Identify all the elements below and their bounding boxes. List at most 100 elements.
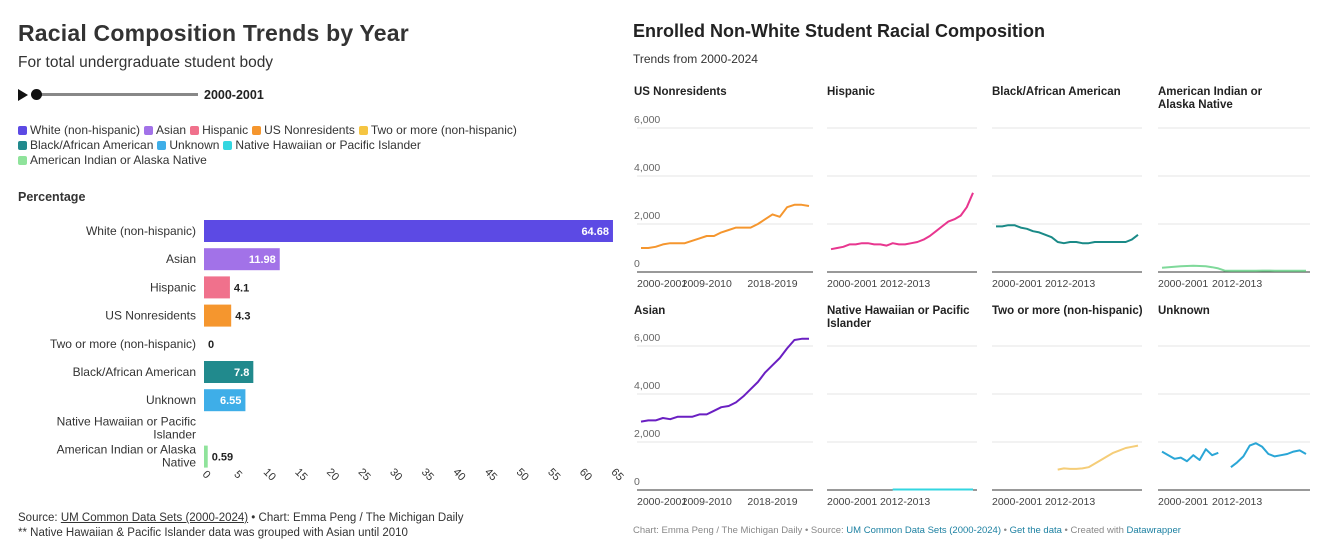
panel-title-line: US Nonresidents: [634, 86, 727, 98]
x-tick-label: 2012-2013: [1212, 278, 1262, 290]
line-asian: [640, 337, 809, 423]
legend-item[interactable]: White (non-hispanic): [18, 123, 140, 138]
bar-chart: White (non-hispanic) 64.68 Asian 11.98 Hispa…: [50, 220, 626, 483]
category-label: Black/African American: [73, 365, 196, 379]
bar-us-nonresidents: [204, 304, 232, 327]
x-tick-label: 10: [261, 466, 278, 483]
panel-title-line: Islander: [827, 318, 872, 330]
legend-item[interactable]: Native Hawaiian or Pacific Islander: [223, 138, 421, 153]
line-unknown: [1161, 442, 1307, 468]
bar-american-indian-or-alaska-native: [204, 445, 208, 468]
category-label-line: Islander: [153, 427, 196, 441]
y-tick-label: 4,000: [634, 162, 660, 174]
panel-title-line: Hispanic: [827, 86, 876, 98]
x-tick-label: 2000-2001: [992, 278, 1042, 290]
legend-swatch: [358, 126, 368, 135]
panel-title-line: Asian: [634, 305, 665, 317]
y-tick-label: 4,000: [634, 380, 660, 392]
x-tick-label: 35: [419, 466, 436, 483]
x-tick-label: 55: [545, 466, 562, 483]
category-label: White (non-hispanic): [86, 224, 196, 238]
x-tick-label: 2009-2010: [682, 496, 732, 508]
x-tick-label: 2012-2013: [880, 496, 930, 508]
legend-swatch: [223, 141, 233, 150]
small-multiples-title: Enrolled Non-White Student Racial Compos…: [633, 21, 1045, 41]
panel-title-line: Alaska Native: [1158, 99, 1233, 111]
panel-title: US Nonresidents: [634, 86, 727, 98]
category-label: Native Hawaiian or Pacific Islander: [57, 414, 196, 441]
legend-item[interactable]: Black/African American: [18, 138, 153, 153]
legend-item[interactable]: Unknown: [157, 138, 219, 153]
category-label-line: Native Hawaiian or Pacific: [57, 414, 196, 428]
panel-title: American Indian or Alaska Native: [1158, 86, 1263, 111]
legend-item[interactable]: American Indian or Alaska Native: [18, 153, 207, 168]
x-tick-label: 15: [292, 466, 309, 483]
legend-item[interactable]: Hispanic: [190, 123, 248, 138]
x-tick-label: 40: [450, 466, 467, 483]
datawrapper-link[interactable]: Datawrapper: [1126, 525, 1181, 536]
data-label: 11.98: [249, 254, 276, 266]
legend-swatch: [18, 156, 27, 165]
legend-swatch: [190, 126, 200, 135]
x-tick-label: 20: [324, 466, 341, 483]
legend-row: American Indian or Alaska Native: [18, 153, 578, 169]
legend-label: Two or more (non-hispanic): [370, 123, 517, 137]
legend-swatch: [18, 141, 27, 150]
page-subtitle: For total undergraduate student body: [18, 54, 274, 71]
axis-title: Percentage: [18, 190, 86, 204]
panel-title-line: Native Hawaiian or Pacific: [827, 305, 970, 317]
legend-label: US Nonresidents: [264, 123, 355, 137]
bar-white-non-hispanic: [204, 220, 613, 242]
data-label: 64.68: [581, 226, 609, 238]
play-icon[interactable]: [18, 89, 28, 101]
legend-label: Unknown: [169, 138, 220, 152]
x-tick-label: 30: [387, 466, 404, 483]
x-tick-label: 2012-2013: [880, 278, 930, 290]
bar-asian: [204, 248, 280, 271]
category-label-line: Native: [162, 456, 196, 470]
legend-swatch: [252, 126, 262, 135]
line-hispanic: [830, 192, 974, 251]
category-label: American Indian or Alaska Native: [57, 443, 197, 470]
data-label: 7.8: [234, 367, 249, 379]
legend-label: White (non-hispanic): [30, 123, 141, 137]
legend-label: Black/African American: [30, 138, 154, 152]
panel-title-line: Unknown: [1158, 305, 1210, 317]
x-tick-label: 2000-2001: [992, 496, 1042, 508]
panel-title: Two or more (non-hispanic): [992, 305, 1143, 317]
year-slider-thumb[interactable]: [31, 89, 42, 100]
y-tick-label: 2,000: [634, 428, 660, 440]
panel-title: Asian: [634, 305, 665, 317]
x-tick-label: 5: [231, 468, 244, 481]
footer-source-link[interactable]: UM Common Data Sets (2000-2024): [846, 525, 1002, 536]
panel-title: Unknown: [1158, 305, 1210, 317]
data-label: 4.3: [235, 311, 250, 323]
y-tick-label: 6,000: [634, 332, 660, 344]
x-tick-label: 2009-2010: [682, 278, 732, 290]
x-tick-label: 2000-2001: [637, 278, 687, 290]
x-tick-label: 2000-2001: [827, 496, 877, 508]
source-link[interactable]: UM Common Data Sets (2000-2024): [60, 512, 249, 524]
panel-title-line: Black/African American: [992, 86, 1121, 98]
panel-title-line: Two or more (non-hispanic): [992, 305, 1143, 317]
legend-label: American Indian or Alaska Native: [30, 153, 207, 167]
x-tick-label: 25: [356, 466, 373, 483]
x-tick-label: 2012-2013: [1045, 278, 1095, 290]
get-data-link[interactable]: Get the data: [1009, 525, 1062, 536]
year-slider-track[interactable]: [33, 93, 198, 96]
legend-swatch: [157, 141, 167, 150]
line-two-or-more-non-hispanic: [1057, 444, 1139, 471]
legend-label: Asian: [156, 123, 187, 137]
legend-item[interactable]: US Nonresidents: [252, 123, 355, 138]
bar-unknown: [204, 389, 246, 412]
legend-row: White (non-hispanic) Asian Hispanic US Nonr…: [18, 123, 578, 139]
panel-title-line: American Indian or: [1158, 86, 1263, 98]
x-tick-label: 2000-2001: [1158, 496, 1208, 508]
page-title: Racial Composition Trends by Year: [18, 20, 409, 46]
legend-item[interactable]: Two or more (non-hispanic): [358, 123, 517, 138]
data-label: 0.59: [212, 452, 233, 464]
x-tick-label: 2000-2001: [1158, 278, 1208, 290]
legend-item[interactable]: Asian: [144, 123, 186, 138]
y-tick-label: 0: [634, 476, 640, 488]
data-label: 0: [208, 339, 214, 351]
